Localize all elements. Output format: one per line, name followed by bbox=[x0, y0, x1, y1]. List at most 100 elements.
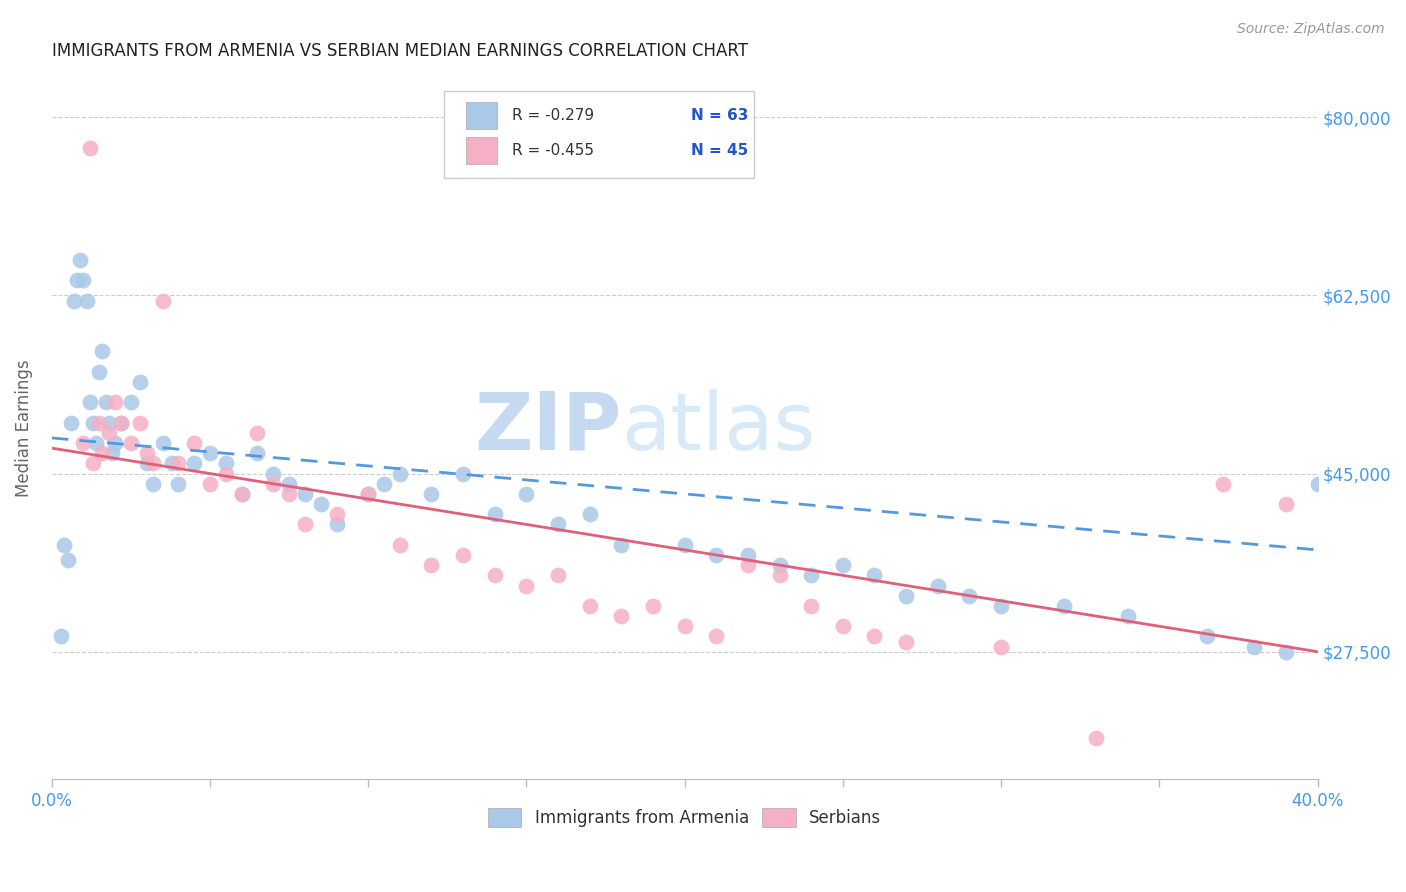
Point bbox=[737, 548, 759, 562]
Point bbox=[610, 609, 633, 624]
Point bbox=[104, 395, 127, 409]
Point bbox=[768, 558, 790, 573]
Point bbox=[673, 619, 696, 633]
Point bbox=[129, 416, 152, 430]
Point bbox=[246, 446, 269, 460]
Point bbox=[768, 568, 790, 582]
Point bbox=[72, 436, 94, 450]
Text: IMMIGRANTS FROM ARMENIA VS SERBIAN MEDIAN EARNINGS CORRELATION CHART: IMMIGRANTS FROM ARMENIA VS SERBIAN MEDIA… bbox=[52, 42, 748, 60]
Point bbox=[294, 487, 316, 501]
Point bbox=[831, 619, 853, 633]
Point bbox=[215, 456, 238, 470]
Point bbox=[831, 558, 853, 573]
Point bbox=[357, 487, 380, 501]
Point bbox=[388, 538, 411, 552]
Point bbox=[278, 476, 301, 491]
Point bbox=[420, 558, 443, 573]
Point bbox=[1085, 731, 1108, 746]
Point bbox=[120, 436, 142, 450]
Text: Source: ZipAtlas.com: Source: ZipAtlas.com bbox=[1237, 22, 1385, 37]
Point bbox=[325, 517, 347, 532]
Point bbox=[262, 476, 284, 491]
Point bbox=[515, 487, 537, 501]
Point bbox=[135, 456, 157, 470]
Point bbox=[294, 517, 316, 532]
Point bbox=[262, 467, 284, 481]
Point bbox=[1053, 599, 1076, 613]
Text: ZIP: ZIP bbox=[474, 389, 621, 467]
Point bbox=[1243, 640, 1265, 654]
Point bbox=[142, 476, 165, 491]
Point bbox=[388, 467, 411, 481]
Point bbox=[863, 629, 886, 643]
Point bbox=[547, 568, 569, 582]
Point bbox=[246, 425, 269, 440]
Point bbox=[1275, 497, 1298, 511]
Point bbox=[800, 599, 823, 613]
Point bbox=[97, 416, 120, 430]
Point bbox=[152, 293, 174, 308]
Point bbox=[72, 273, 94, 287]
Point bbox=[373, 476, 395, 491]
Point bbox=[94, 395, 117, 409]
Point bbox=[183, 436, 205, 450]
Point bbox=[990, 640, 1012, 654]
Point bbox=[89, 365, 111, 379]
Point bbox=[737, 558, 759, 573]
Point bbox=[610, 538, 633, 552]
Point bbox=[97, 425, 120, 440]
Point bbox=[198, 446, 221, 460]
Point bbox=[420, 487, 443, 501]
Point bbox=[578, 508, 600, 522]
Point bbox=[1275, 645, 1298, 659]
Point bbox=[325, 508, 347, 522]
Text: R = -0.279: R = -0.279 bbox=[513, 108, 595, 123]
Point bbox=[863, 568, 886, 582]
Point bbox=[183, 456, 205, 470]
Point bbox=[957, 589, 980, 603]
Point bbox=[894, 634, 917, 648]
Legend: Immigrants from Armenia, Serbians: Immigrants from Armenia, Serbians bbox=[481, 801, 887, 834]
Point bbox=[167, 456, 190, 470]
Y-axis label: Median Earnings: Median Earnings bbox=[15, 359, 32, 497]
Point bbox=[135, 446, 157, 460]
Text: N = 45: N = 45 bbox=[690, 143, 748, 158]
Point bbox=[101, 446, 124, 460]
Point bbox=[63, 293, 86, 308]
Point bbox=[160, 456, 183, 470]
Point bbox=[231, 487, 253, 501]
Point bbox=[231, 487, 253, 501]
Point bbox=[82, 456, 104, 470]
Point bbox=[278, 487, 301, 501]
Point bbox=[1116, 609, 1139, 624]
Point bbox=[800, 568, 823, 582]
Text: atlas: atlas bbox=[621, 389, 815, 467]
Point bbox=[152, 436, 174, 450]
Point bbox=[79, 395, 101, 409]
Point bbox=[673, 538, 696, 552]
Point bbox=[59, 416, 82, 430]
Point bbox=[82, 416, 104, 430]
Point bbox=[451, 548, 474, 562]
Point bbox=[1212, 476, 1234, 491]
FancyBboxPatch shape bbox=[444, 91, 754, 178]
Point bbox=[198, 476, 221, 491]
Point bbox=[69, 252, 91, 267]
Text: N = 63: N = 63 bbox=[690, 108, 748, 123]
Text: R = -0.455: R = -0.455 bbox=[513, 143, 595, 158]
Point bbox=[84, 436, 107, 450]
Point bbox=[110, 416, 132, 430]
Point bbox=[547, 517, 569, 532]
Point bbox=[79, 141, 101, 155]
Point bbox=[484, 568, 506, 582]
Point bbox=[309, 497, 332, 511]
Point bbox=[704, 548, 727, 562]
Point bbox=[357, 487, 380, 501]
Point bbox=[894, 589, 917, 603]
Point bbox=[990, 599, 1012, 613]
Point bbox=[704, 629, 727, 643]
Point bbox=[110, 416, 132, 430]
Point bbox=[104, 436, 127, 450]
Point bbox=[167, 476, 190, 491]
Point bbox=[91, 446, 114, 460]
